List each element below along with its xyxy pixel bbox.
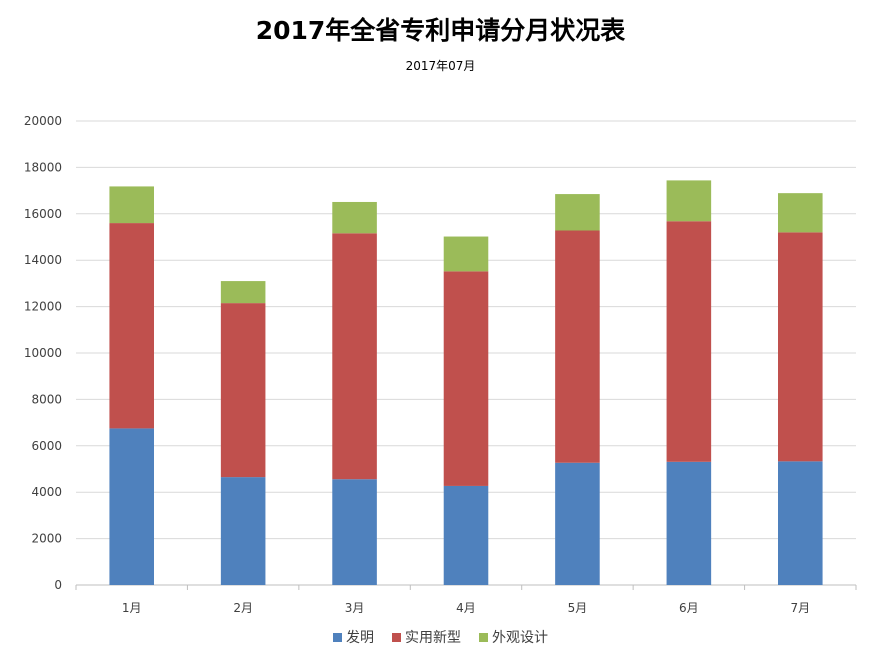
bar-外观设计-7月 bbox=[778, 193, 823, 233]
y-tick-label: 12000 bbox=[24, 300, 62, 314]
x-tick-label: 2月 bbox=[233, 601, 253, 615]
chart-subtitle: 2017年07月 bbox=[405, 59, 476, 73]
bar-实用新型-2月 bbox=[220, 303, 266, 478]
bar-发明-7月 bbox=[778, 461, 823, 585]
legend-swatch bbox=[479, 632, 488, 642]
y-tick-label: 14000 bbox=[24, 253, 62, 267]
bar-发明-6月 bbox=[666, 461, 712, 585]
legend-item: 实用新型 bbox=[392, 627, 461, 647]
bar-外观设计-1月 bbox=[109, 186, 154, 224]
x-tick-label: 1月 bbox=[122, 601, 142, 615]
y-tick-label: 4000 bbox=[31, 485, 62, 499]
y-tick-label: 16000 bbox=[24, 207, 62, 221]
bar-发明-1月 bbox=[109, 428, 154, 585]
chart-title: 2017年全省专利申请分月状况表 bbox=[255, 16, 626, 45]
bar-外观设计-4月 bbox=[443, 236, 489, 272]
bar-外观设计-5月 bbox=[555, 194, 600, 231]
chart-legend: 发明 实用新型 外观设计 bbox=[0, 627, 881, 647]
legend-label: 发明 bbox=[346, 630, 374, 646]
y-tick-label: 18000 bbox=[24, 160, 62, 174]
y-tick-label: 0 bbox=[54, 578, 62, 592]
y-tick-label: 2000 bbox=[31, 532, 62, 546]
bar-发明-4月 bbox=[443, 485, 489, 585]
y-tick-label: 20000 bbox=[24, 114, 62, 128]
legend-swatch bbox=[333, 632, 342, 642]
bar-实用新型-1月 bbox=[109, 223, 154, 429]
bar-实用新型-6月 bbox=[666, 221, 712, 462]
legend-label: 实用新型 bbox=[405, 630, 461, 646]
x-tick-label: 6月 bbox=[679, 601, 699, 615]
bar-发明-2月 bbox=[220, 477, 266, 585]
x-tick-label: 4月 bbox=[456, 601, 476, 615]
x-tick-label: 7月 bbox=[790, 601, 810, 615]
bar-实用新型-4月 bbox=[443, 271, 489, 486]
legend-label: 外观设计 bbox=[492, 630, 548, 646]
bar-实用新型-5月 bbox=[555, 230, 600, 463]
y-tick-label: 8000 bbox=[31, 392, 62, 406]
legend-swatch bbox=[392, 632, 401, 642]
legend-item: 外观设计 bbox=[479, 627, 548, 647]
bar-实用新型-3月 bbox=[332, 233, 377, 480]
y-tick-label: 6000 bbox=[31, 439, 62, 453]
bar-实用新型-7月 bbox=[778, 232, 823, 462]
x-tick-label: 5月 bbox=[568, 601, 588, 615]
x-tick-label: 3月 bbox=[345, 601, 365, 615]
bar-发明-3月 bbox=[332, 479, 377, 585]
bar-外观设计-6月 bbox=[666, 180, 712, 222]
bar-发明-5月 bbox=[555, 462, 600, 585]
bar-外观设计-3月 bbox=[332, 201, 377, 234]
legend-item: 发明 bbox=[333, 627, 374, 647]
bar-外观设计-2月 bbox=[220, 281, 266, 304]
y-tick-label: 10000 bbox=[24, 346, 62, 360]
